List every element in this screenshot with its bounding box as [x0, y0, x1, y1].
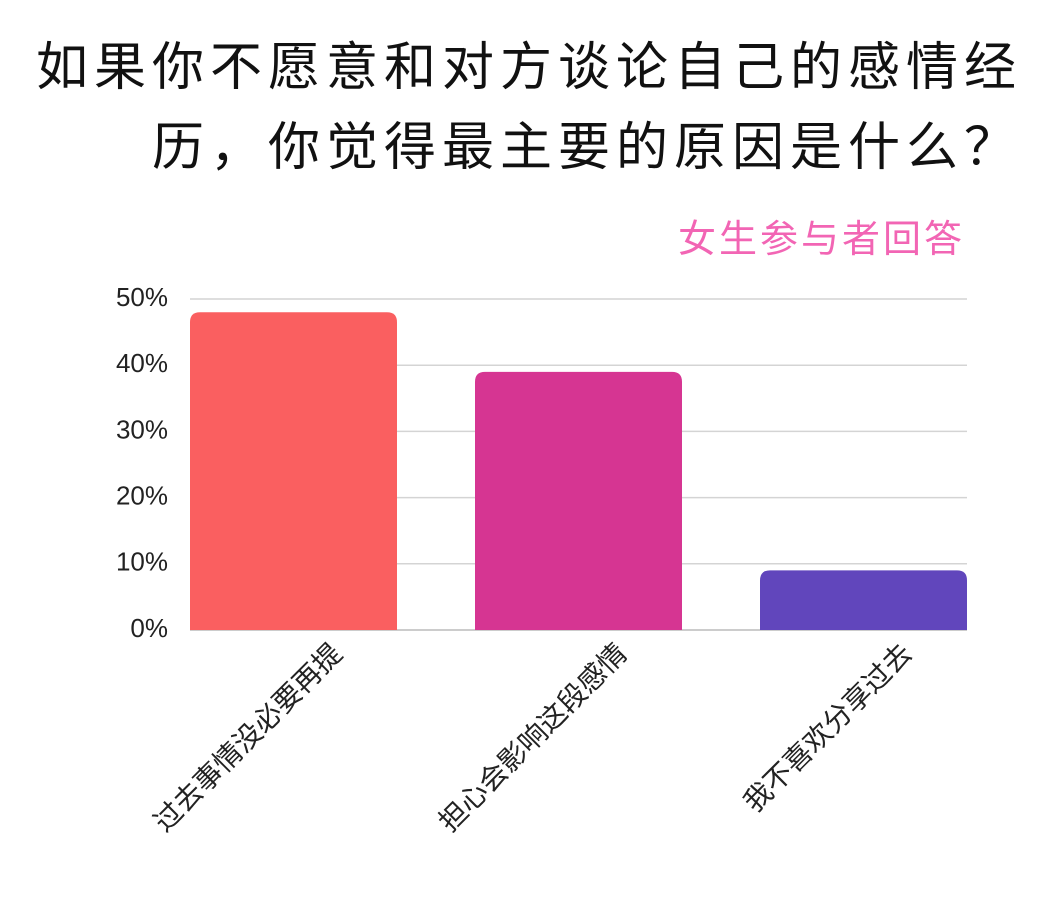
bar [190, 312, 397, 630]
x-tick-label: 过去事情没必要再提 [148, 638, 348, 838]
y-tick-label: 20% [116, 480, 168, 510]
bar [475, 371, 682, 630]
y-tick-label: 0% [130, 613, 168, 643]
chart-title: 如果你不愿意和对方谈论自己的感情经历，你觉得最主要的原因是什么？ [35, 38, 1022, 178]
y-tick-label: 40% [116, 348, 168, 378]
x-tick-label: 我不喜欢分享过去 [738, 638, 918, 818]
y-tick-label: 50% [116, 282, 168, 312]
chart-subtitle: 女生参与者回答 [677, 217, 965, 261]
y-tick-label: 30% [116, 414, 168, 444]
x-tick-label: 担心会影响这段感情 [433, 638, 633, 838]
bar [760, 570, 967, 630]
y-tick-label: 10% [116, 547, 168, 577]
